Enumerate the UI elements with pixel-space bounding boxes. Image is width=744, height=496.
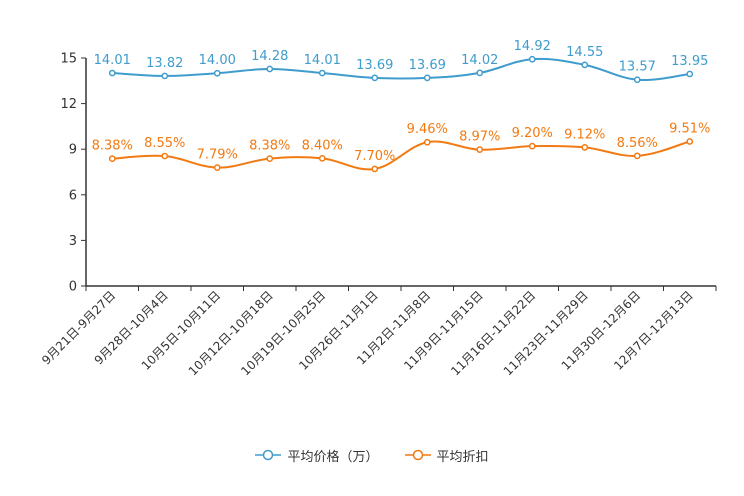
y-tick-label: 12 (60, 97, 77, 112)
data-label: 9.46% (407, 122, 448, 137)
legend-label-price: 平均价格（万） (287, 449, 379, 465)
data-point[interactable] (266, 65, 274, 73)
data-point[interactable] (581, 61, 589, 69)
data-point[interactable] (318, 69, 326, 77)
y-tick-label: 9 (69, 143, 77, 158)
data-label: 9.51% (669, 121, 710, 136)
data-point[interactable] (528, 142, 536, 150)
data-point[interactable] (371, 165, 379, 173)
data-label: 13.69 (409, 58, 446, 73)
data-point[interactable] (108, 69, 116, 77)
data-label: 7.79% (197, 148, 238, 163)
data-label: 14.92 (514, 39, 551, 54)
data-point[interactable] (476, 69, 484, 77)
data-point[interactable] (476, 146, 484, 154)
data-label: 14.01 (94, 53, 131, 68)
data-label: 14.55 (566, 45, 603, 60)
data-label: 14.00 (199, 53, 236, 68)
data-label: 9.12% (564, 127, 605, 142)
legend-line-circle-icon (255, 449, 282, 461)
data-label: 7.70% (354, 149, 395, 164)
data-point[interactable] (423, 74, 431, 82)
line-chart: 036912159月21日-9月27日9月28日-10月4日10月5日-10月1… (39, 39, 717, 378)
data-point[interactable] (213, 164, 221, 171)
legend-item-discount[interactable]: 平均折扣 (404, 446, 489, 465)
data-label: 8.56% (617, 136, 658, 151)
data-point[interactable] (371, 74, 379, 82)
data-label: 14.01 (304, 53, 341, 68)
data-label: 13.82 (146, 56, 183, 71)
data-point[interactable] (633, 152, 641, 160)
y-tick-label: 15 (60, 52, 77, 67)
data-label: 14.28 (251, 49, 288, 64)
y-tick-label: 3 (69, 234, 77, 249)
data-label: 13.95 (671, 54, 708, 69)
y-tick-label: 6 (69, 188, 77, 203)
data-point[interactable] (213, 69, 221, 77)
chart-legend: 平均价格（万） 平均折扣 (0, 444, 744, 466)
data-label: 8.40% (302, 138, 343, 153)
legend-item-price[interactable]: 平均价格（万） (255, 446, 379, 465)
y-tick-label: 0 (69, 280, 77, 295)
data-point[interactable] (161, 152, 169, 160)
data-point[interactable] (318, 154, 326, 162)
data-label: 13.69 (356, 58, 393, 73)
data-label: 8.55% (144, 136, 185, 151)
data-point[interactable] (633, 76, 641, 84)
data-label: 8.38% (92, 139, 133, 154)
series-line-discount (112, 140, 691, 171)
data-point[interactable] (423, 138, 431, 146)
data-point[interactable] (686, 138, 694, 145)
data-point[interactable] (581, 144, 589, 151)
data-point[interactable] (528, 55, 536, 63)
data-label: 13.57 (619, 60, 656, 75)
legend-line-circle-icon (404, 449, 431, 461)
data-label: 8.97% (459, 130, 500, 145)
data-point[interactable] (266, 155, 274, 162)
data-label: 9.20% (512, 126, 553, 141)
legend-label-discount: 平均折扣 (436, 449, 489, 465)
data-point[interactable] (108, 155, 116, 162)
data-label: 14.02 (461, 53, 498, 68)
data-point[interactable] (686, 70, 694, 78)
data-point[interactable] (161, 72, 169, 80)
series-line-price (112, 57, 690, 82)
data-label: 8.38% (249, 139, 290, 154)
